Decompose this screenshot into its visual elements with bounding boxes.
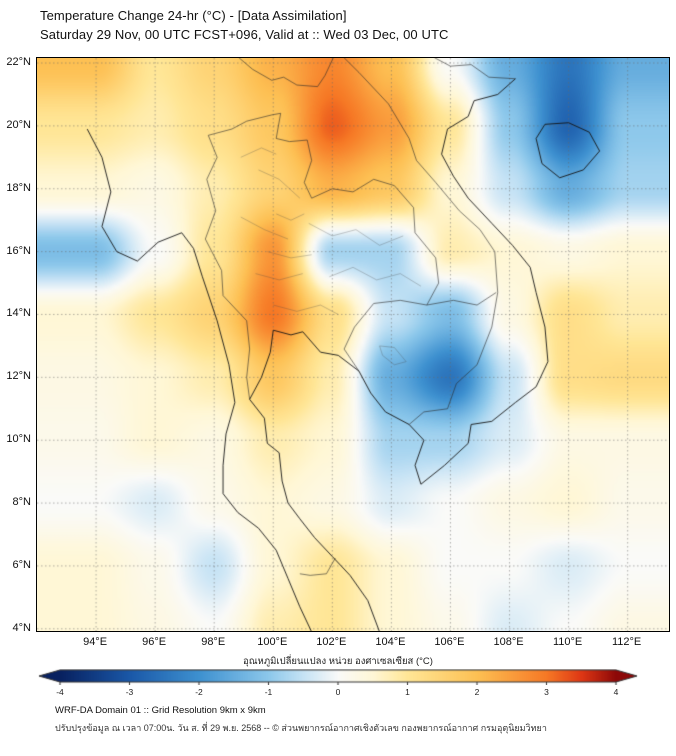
x-axis-tick-label: 110°E <box>552 636 583 648</box>
temperature-heatmap-canvas <box>37 58 669 631</box>
x-axis-tick-label: 106°E <box>434 636 465 648</box>
x-axis-tick-label: 104°E <box>375 636 406 648</box>
y-axis-tick-label: 12°N <box>6 370 31 383</box>
y-axis-tick-label: 22°N <box>6 56 31 69</box>
x-axis-tick-label: 98°E <box>201 636 226 648</box>
colorbar-tick-label: 0 <box>335 687 341 697</box>
colorbar-tick-label: 1 <box>405 687 410 697</box>
x-axis-tick-label: 96°E <box>142 636 167 648</box>
y-axis-tick-label: 20°N <box>6 118 31 131</box>
colorbar-tick-label: 3 <box>544 687 549 697</box>
x-axis-tick-label: 100°E <box>257 636 288 648</box>
colorbar-label: อุณหภูมิเปลี่ยนแปลง หน่วย องศาเซลเซียส (… <box>243 656 433 667</box>
page-title: Temperature Change 24-hr (°C) - [Data As… <box>40 8 347 23</box>
y-axis-tick-label: 10°N <box>6 433 31 446</box>
y-axis-tick-label: 18°N <box>6 181 31 194</box>
x-axis-tick-label: 112°E <box>612 636 642 648</box>
footer-update-info: ปรับปรุงข้อมูล ณ เวลา 07:00น. วัน ส. ที่… <box>55 723 547 733</box>
page-subtitle: Saturday 29 Nov, 00 UTC FCST+096, Valid … <box>40 27 449 42</box>
colorbar-tick-label: 4 <box>613 687 619 697</box>
map-plot-area <box>36 57 670 632</box>
x-axis-tick-label: 108°E <box>493 636 524 648</box>
colorbar <box>38 669 638 685</box>
x-axis-tick-label: 102°E <box>316 636 347 648</box>
colorbar-tick-label: -1 <box>264 687 273 697</box>
y-axis-tick-label: 14°N <box>6 307 31 320</box>
footer-model-info: WRF-DA Domain 01 :: Grid Resolution 9km … <box>55 705 266 716</box>
y-axis-tick-label: 4°N <box>12 621 31 634</box>
colorbar-tick-label: 2 <box>474 687 480 697</box>
y-axis-tick-label: 16°N <box>6 244 31 257</box>
x-axis-tick-label: 94°E <box>83 636 108 648</box>
y-axis-tick-label: 8°N <box>12 496 31 509</box>
y-axis-tick-label: 6°N <box>12 558 31 571</box>
colorbar-tick-label: -4 <box>56 687 64 697</box>
colorbar-tick-label: -2 <box>195 687 203 697</box>
colorbar-tick-label: -3 <box>125 687 134 697</box>
